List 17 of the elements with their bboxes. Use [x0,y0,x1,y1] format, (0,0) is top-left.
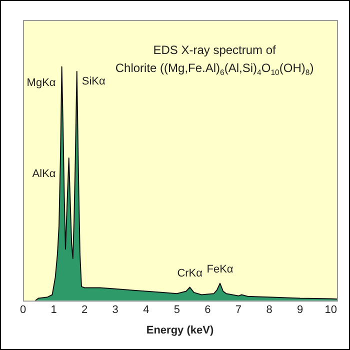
x-axis-title: Energy (keV) [146,324,214,336]
x-tick-label: 10 [324,304,337,316]
x-tick-label: 9 [296,304,304,316]
annotation: MgKα [26,76,56,89]
x-tick-label: 4 [143,304,150,316]
x-tick-label: 1 [50,304,57,316]
annotation: SiKα [82,75,106,88]
x-tick-label: 0 [20,304,26,316]
x-tick-label: 2 [82,304,88,316]
x-tick-label: 6 [204,304,211,316]
x-tick-label: 8 [266,304,272,316]
annotation: AlKα [32,168,56,180]
x-tick-label: 7 [235,304,242,316]
x-tick-label: 5 [174,304,180,316]
x-tick-label: 3 [112,304,118,316]
annotation: FeKα [206,263,234,276]
annotation: CrKα [177,267,204,280]
